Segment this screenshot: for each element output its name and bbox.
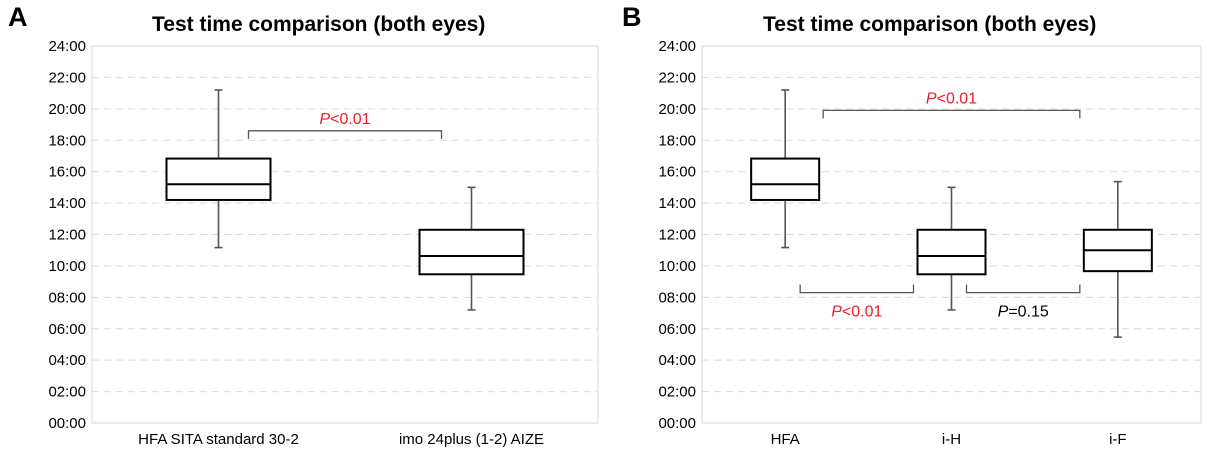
y-tick-label: 12:00 bbox=[48, 227, 86, 244]
panel-letter-a: A bbox=[8, 2, 28, 32]
chart-plot-a: 00:00 02:00 04:00 06:00 08:00 10:00 12:00 14:00… bbox=[48, 38, 599, 448]
y-tick-label: 14:00 bbox=[48, 195, 86, 212]
box-iqr bbox=[750, 157, 821, 201]
y-tick-label: 02:00 bbox=[658, 384, 696, 401]
p-value-label: P=0.15 bbox=[998, 304, 1049, 321]
chart-title-a: Test time comparison (both eyes) bbox=[152, 13, 486, 36]
box-plot-i-f bbox=[1082, 180, 1153, 338]
x-category-label: HFA SITA standard 30-2 bbox=[138, 431, 299, 448]
chart-panel-a: A Test time comparison (both eyes) 00:00… bbox=[8, 2, 599, 448]
box-iqr bbox=[418, 228, 525, 276]
y-tick-label: 10:00 bbox=[658, 258, 696, 275]
box-plot-i-h bbox=[916, 186, 987, 311]
y-tick-label: 18:00 bbox=[658, 132, 696, 149]
p-value-label: P<0.01 bbox=[319, 111, 370, 128]
y-tick-label: 22:00 bbox=[48, 69, 86, 86]
y-tick-label: 24:00 bbox=[48, 38, 86, 55]
y-tick-label: 16:00 bbox=[658, 164, 696, 181]
x-category-label: i-F bbox=[1109, 431, 1127, 448]
y-tick-label: 24:00 bbox=[658, 38, 696, 55]
chart-panel-b: B Test time comparison (both eyes) 00:00… bbox=[612, 0, 1206, 451]
box-iqr bbox=[165, 157, 272, 201]
y-tick-label: 18:00 bbox=[48, 132, 86, 149]
y-tick-label: 00:00 bbox=[48, 415, 86, 432]
chart-title-b: Test time comparison (both eyes) bbox=[763, 13, 1097, 36]
y-tick-label: 08:00 bbox=[658, 289, 696, 306]
y-tick-label: 02:00 bbox=[48, 384, 86, 401]
significance-bracket bbox=[799, 284, 915, 294]
y-tick-label: 04:00 bbox=[48, 352, 86, 369]
box-plot-hfa bbox=[750, 89, 821, 249]
y-tick-label: 00:00 bbox=[658, 415, 696, 432]
box-plot-hfa-sita-standard-30-2 bbox=[165, 89, 272, 249]
y-tick-label: 06:00 bbox=[658, 321, 696, 338]
y-tick-label: 16:00 bbox=[48, 164, 86, 181]
y-tick-label: 22:00 bbox=[658, 69, 696, 86]
y-tick-label: 20:00 bbox=[48, 101, 86, 118]
x-category-label: i-H bbox=[942, 431, 961, 448]
y-tick-label: 10:00 bbox=[48, 258, 86, 275]
chart-plot-b: 00:00 02:00 04:00 06:00 08:00 10:00 12:00 14:00… bbox=[658, 38, 1202, 448]
x-category-label: imo 24plus (1-2) AIZE bbox=[399, 431, 544, 448]
x-category-label: HFA bbox=[771, 431, 800, 448]
box-iqr bbox=[916, 228, 987, 276]
p-value-label: P<0.01 bbox=[926, 90, 977, 107]
significance-bracket bbox=[965, 284, 1081, 294]
significance-bracket bbox=[247, 130, 443, 139]
y-tick-label: 20:00 bbox=[658, 101, 696, 118]
y-tick-label: 14:00 bbox=[658, 195, 696, 212]
y-tick-label: 08:00 bbox=[48, 289, 86, 306]
panel-letter-b: B bbox=[622, 2, 642, 32]
y-tick-label: 12:00 bbox=[658, 227, 696, 244]
significance-bracket bbox=[822, 109, 1081, 119]
y-tick-label: 06:00 bbox=[48, 321, 86, 338]
y-tick-label: 04:00 bbox=[658, 352, 696, 369]
box-plot-imo-24plus-1-2-aize bbox=[418, 186, 525, 311]
p-value-label: P<0.01 bbox=[831, 304, 882, 321]
